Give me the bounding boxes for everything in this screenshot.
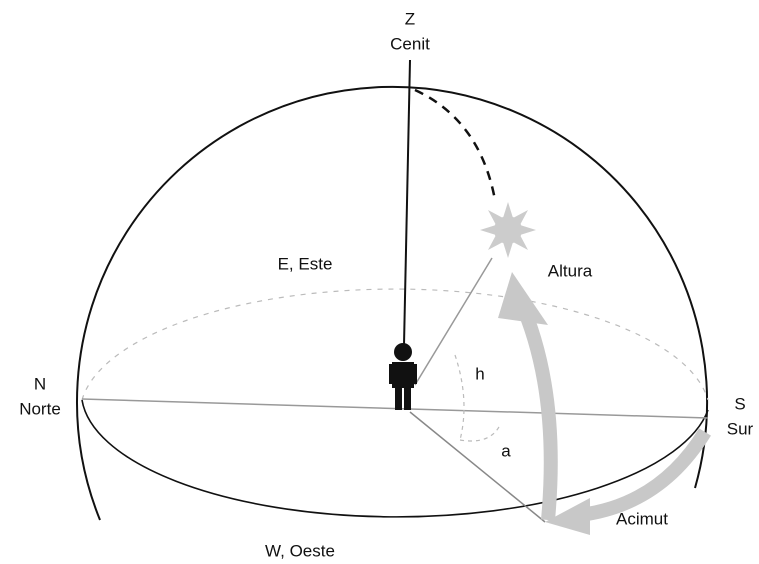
azimuth-arrow bbox=[579, 428, 711, 522]
celestial-dome bbox=[76, 85, 709, 521]
zenith-line bbox=[403, 59, 411, 346]
north-letter: N bbox=[34, 374, 46, 393]
west-label: W, Oeste bbox=[265, 541, 335, 560]
a-label: a bbox=[501, 441, 511, 460]
altitude-arrow bbox=[513, 297, 558, 521]
sun-line bbox=[414, 257, 493, 386]
south-letter: S bbox=[734, 394, 745, 413]
zenith-arc bbox=[414, 88, 497, 201]
north-name: Norte bbox=[19, 399, 61, 418]
azimuth-label: Acimut bbox=[616, 509, 668, 528]
altitude-label: Altura bbox=[548, 261, 593, 280]
altitude-arrowhead bbox=[498, 272, 548, 325]
h-angle-arc bbox=[454, 354, 465, 441]
azimuth-arrowhead bbox=[545, 498, 590, 535]
zenith-letter: Z bbox=[405, 9, 415, 28]
a-angle-arc bbox=[459, 424, 501, 442]
zenith-name: Cenit bbox=[390, 34, 430, 53]
h-label: h bbox=[475, 364, 484, 383]
east-label: E, Este bbox=[278, 254, 333, 273]
azimuth-line bbox=[409, 411, 546, 523]
south-name: Sur bbox=[727, 419, 754, 438]
horizon-front bbox=[81, 399, 709, 518]
observer bbox=[389, 343, 417, 410]
sun bbox=[480, 202, 536, 258]
